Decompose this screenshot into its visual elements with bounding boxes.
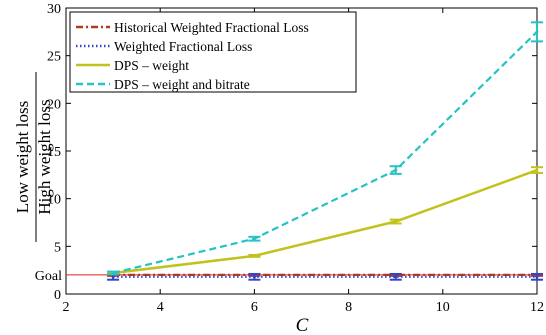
- data-point: [535, 30, 539, 34]
- y-axis-label-denominator: High weight loss: [35, 99, 54, 214]
- legend-label: DPS – weight and bitrate: [114, 77, 250, 92]
- y-axis-label-numerator: Low weight loss: [13, 101, 32, 213]
- x-tick-label: 2: [63, 300, 70, 315]
- y-tick-label: 20: [47, 97, 61, 112]
- x-tick-label: 4: [157, 300, 164, 315]
- series-layer: [107, 21, 543, 281]
- legend-label: DPS – weight: [114, 58, 189, 73]
- series-line: [112, 168, 538, 275]
- x-tick-label: 6: [251, 300, 258, 315]
- series-line: [112, 31, 538, 275]
- data-point: [252, 237, 256, 241]
- data-point: [394, 220, 398, 224]
- data-point: [394, 275, 398, 279]
- y-tick-label: 15: [47, 145, 61, 160]
- axis-ticks: 2 4 6 8 10 12 0 5 10 15 20 25 30: [47, 2, 544, 315]
- legend-box: [69, 11, 357, 93]
- data-point: [252, 254, 256, 258]
- y-tick-label: 5: [54, 240, 61, 255]
- data-point: [535, 275, 539, 279]
- series-2: [107, 166, 543, 275]
- y-tick-label: 0: [54, 288, 61, 303]
- x-tick-label: 10: [436, 300, 450, 315]
- data-point: [535, 168, 539, 172]
- y-tick-label: 30: [47, 2, 61, 17]
- y-tick-label: 25: [47, 50, 61, 65]
- data-point: [111, 275, 115, 279]
- data-point: [394, 168, 398, 172]
- x-tick-label: 8: [345, 300, 352, 315]
- legend-label: Weighted Fractional Loss: [114, 39, 252, 54]
- data-point: [252, 275, 256, 279]
- y-tick-label: 10: [47, 193, 61, 208]
- y-axis-label: Low weight loss High weight loss: [13, 72, 54, 242]
- goal-label: Goal: [35, 269, 62, 284]
- x-axis-label: C: [296, 315, 309, 335]
- data-point: [111, 271, 115, 275]
- x-tick-label: 12: [530, 300, 544, 315]
- legend-label: Historical Weighted Fractional Loss: [114, 20, 309, 35]
- series-3: [107, 21, 543, 276]
- legend: Historical Weighted Fractional Loss Weigh…: [69, 11, 357, 93]
